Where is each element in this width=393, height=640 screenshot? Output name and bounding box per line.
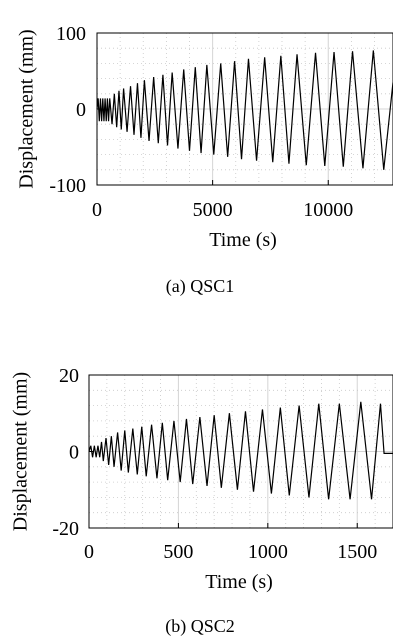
caption-qsc1: (a) QSC1 <box>166 276 235 297</box>
caption-qsc2: (b) QSC2 <box>165 616 235 637</box>
x-tick-label-qsc1: 0 <box>92 199 102 221</box>
x-ticks-qsc1: 0 5000 10000 <box>92 180 353 221</box>
y-tick-label-qsc2: 0 <box>69 442 79 464</box>
x-tick-label-qsc2: 0 <box>84 541 94 563</box>
x-axis-label-qsc2: Time (s) <box>205 571 273 593</box>
y-ticks-qsc2: -20 0 20 <box>52 365 94 540</box>
y-axis-label-qsc2: Displacement (mm) <box>10 372 32 531</box>
y-ticks-qsc1: -100 0 100 <box>49 23 102 197</box>
x-tick-label-qsc2: 1000 <box>248 541 288 563</box>
series-line-qsc2 <box>88 401 393 500</box>
y-tick-label-qsc1: 0 <box>76 99 86 121</box>
panel-qsc1: 0 5000 10000 -100 0 100 Time (s) Displacemen… <box>16 23 393 297</box>
y-tick-label-qsc1: -100 <box>49 175 86 197</box>
x-tick-label-qsc2: 500 <box>163 541 193 563</box>
y-tick-label-qsc2: -20 <box>52 518 79 540</box>
x-tick-label-qsc1: 5000 <box>193 199 233 221</box>
x-tick-label-qsc2: 1500 <box>337 541 377 563</box>
series-line-qsc1 <box>96 50 393 170</box>
y-tick-label-qsc2: 20 <box>59 365 79 387</box>
y-tick-label-qsc1: 100 <box>56 23 86 45</box>
x-ticks-qsc2: 0 500 1000 1500 <box>84 523 377 563</box>
y-axis-label-qsc1: Displacement (mm) <box>16 29 38 188</box>
x-axis-label-qsc1: Time (s) <box>209 229 277 251</box>
x-tick-label-qsc1: 10000 <box>303 199 353 221</box>
